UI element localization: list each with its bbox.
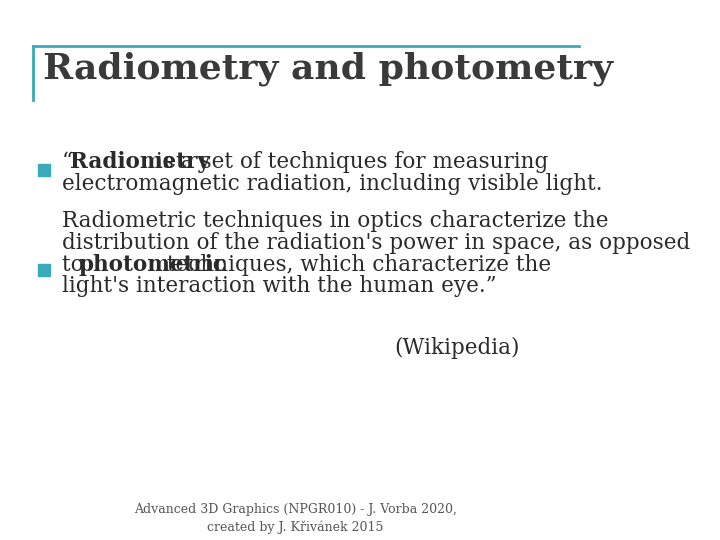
Point	[39, 266, 50, 274]
Text: light's interaction with the human eye.”: light's interaction with the human eye.”	[62, 275, 497, 297]
Text: photometric: photometric	[78, 254, 226, 275]
Text: Advanced 3D Graphics (NPGR010) - J. Vorba 2020,
created by J. Křivánek 2015: Advanced 3D Graphics (NPGR010) - J. Vorb…	[134, 503, 457, 534]
Text: is a set of techniques for measuring: is a set of techniques for measuring	[149, 151, 549, 173]
Text: “: “	[62, 151, 73, 173]
Text: to: to	[62, 254, 91, 275]
Text: techniques, which characterize the: techniques, which characterize the	[160, 254, 551, 275]
Point	[39, 166, 50, 174]
Text: Radiometric techniques in optics characterize the: Radiometric techniques in optics charact…	[62, 211, 608, 232]
Text: Radiometry: Radiometry	[70, 151, 210, 173]
Text: (Wikipedia): (Wikipedia)	[395, 338, 521, 359]
Text: electromagnetic radiation, including visible light.: electromagnetic radiation, including vis…	[62, 173, 603, 194]
Text: distribution of the radiation's power in space, as opposed: distribution of the radiation's power in…	[62, 232, 690, 254]
Text: Radiometry and photometry: Radiometry and photometry	[42, 52, 613, 86]
